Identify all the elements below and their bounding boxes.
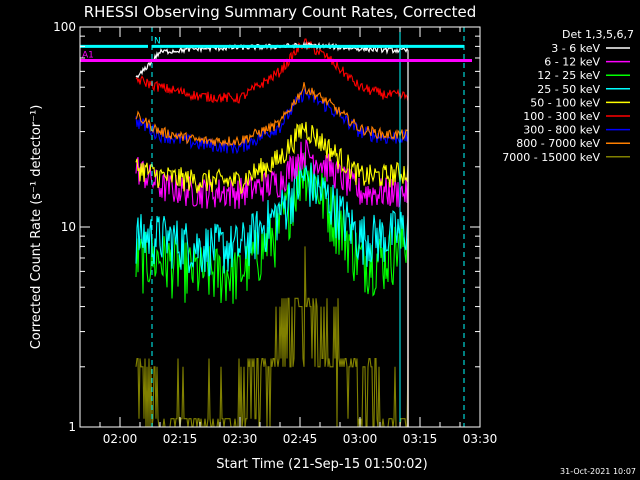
x-tick-label: 02:30 <box>223 432 258 446</box>
timestamp: 31-Oct-2021 10:07 <box>560 467 636 476</box>
chart-title: RHESSI Observing Summary Count Rates, Co… <box>84 3 477 21</box>
x-tick-label: 02:00 <box>103 432 138 446</box>
legend-label: 25 - 50 keV <box>537 83 600 96</box>
series-line-100-300kev <box>135 38 409 427</box>
y-tick-label: 100 <box>53 20 76 34</box>
y-tick-label: 1 <box>68 420 76 434</box>
legend-label: 100 - 300 keV <box>523 110 600 123</box>
legend-label: 800 - 7000 keV <box>516 137 600 150</box>
series-line-25-50kev <box>135 162 409 427</box>
legend-label: 3 - 6 keV <box>551 42 600 55</box>
x-tick-label: 03:00 <box>343 432 378 446</box>
annotation-label: N <box>154 36 161 46</box>
overlay-layer: N A1 <box>80 27 472 427</box>
legend-label: 300 - 800 keV <box>523 124 600 137</box>
y-tick-label: 10 <box>61 220 76 234</box>
annotation-label: A1 <box>82 50 94 60</box>
x-tick-label: 03:15 <box>403 432 438 446</box>
legend-label: 6 - 12 keV <box>544 56 600 69</box>
legend-label: 7000 - 15000 keV <box>502 151 600 164</box>
series-layer <box>135 38 409 428</box>
series-line-7000-15000kev <box>135 246 409 428</box>
x-tick-label: 02:15 <box>163 432 198 446</box>
axis-layer: 1 10 100 02:00 02:15 02:30 02:45 03:00 03:15 03:3… <box>53 20 497 446</box>
legend-title: Det 1,3,5,6,7 <box>562 28 634 41</box>
x-tick-label: 03:30 <box>463 432 498 446</box>
series-line-50-100kev <box>135 121 409 427</box>
legend-label: 12 - 25 keV <box>537 69 600 82</box>
x-tick-label: 02:45 <box>283 432 318 446</box>
legend-label: 50 - 100 keV <box>530 96 600 109</box>
series-line-6-12kev <box>135 139 409 427</box>
series-line-800-7000kev <box>135 82 409 427</box>
y-axis-label: Corrected Count Rate (s⁻¹ detector⁻¹) <box>29 105 44 350</box>
x-axis-label: Start Time (21-Sep-15 01:50:02) <box>216 457 427 472</box>
